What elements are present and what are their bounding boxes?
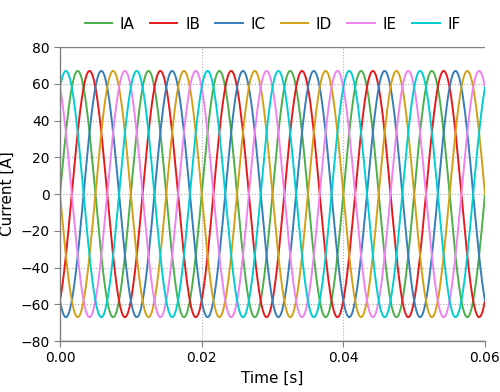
ID xyxy=(482,192,488,196)
IB xyxy=(57,298,63,303)
IB xyxy=(482,298,488,303)
IA xyxy=(374,176,380,180)
IE xyxy=(264,69,270,73)
IE xyxy=(374,306,380,310)
IE xyxy=(440,315,446,319)
Line: IA: IA xyxy=(60,71,485,317)
IC xyxy=(98,69,104,73)
IF xyxy=(406,118,412,123)
X-axis label: Time [s]: Time [s] xyxy=(242,371,304,386)
IE xyxy=(220,279,226,284)
Line: ID: ID xyxy=(60,71,485,317)
IE xyxy=(482,85,488,90)
IE xyxy=(406,69,412,74)
IA xyxy=(220,73,226,78)
IB xyxy=(334,314,340,319)
IC xyxy=(276,315,281,319)
IB xyxy=(440,69,446,73)
IF xyxy=(57,85,63,90)
IC xyxy=(134,315,140,319)
Line: IE: IE xyxy=(60,71,485,317)
ID xyxy=(57,192,63,196)
Legend: IA, IB, IC, ID, IE, IF: IA, IB, IC, ID, IE, IF xyxy=(78,11,466,38)
IA xyxy=(57,192,63,196)
ID xyxy=(220,310,226,315)
IA xyxy=(181,315,187,319)
Y-axis label: Current [A]: Current [A] xyxy=(0,152,15,236)
IF xyxy=(276,69,281,73)
IB xyxy=(374,78,380,82)
ID xyxy=(358,315,364,319)
IF xyxy=(98,315,104,319)
IF xyxy=(374,289,380,294)
ID xyxy=(334,122,340,126)
IA xyxy=(334,262,340,267)
ID xyxy=(374,208,380,212)
IC xyxy=(374,94,380,99)
IE xyxy=(57,85,63,90)
IE xyxy=(312,242,318,247)
ID xyxy=(406,143,412,148)
IF xyxy=(482,85,488,90)
ID xyxy=(312,120,318,124)
IA xyxy=(312,264,318,269)
IF xyxy=(134,69,140,73)
IF xyxy=(334,138,340,143)
IB xyxy=(406,314,412,319)
Line: IB: IB xyxy=(60,71,485,317)
IC xyxy=(220,222,226,227)
IB xyxy=(220,104,226,109)
IA xyxy=(358,69,364,73)
Line: IF: IF xyxy=(60,71,485,317)
IB xyxy=(312,141,318,146)
IA xyxy=(406,240,412,245)
IC xyxy=(57,298,63,303)
IC xyxy=(406,265,412,270)
IC xyxy=(312,69,318,74)
IA xyxy=(134,126,140,131)
IB xyxy=(134,249,140,254)
IE xyxy=(334,69,340,74)
Line: IC: IC xyxy=(60,71,485,317)
IC xyxy=(482,298,488,303)
IC xyxy=(334,245,340,250)
IF xyxy=(220,162,226,166)
ID xyxy=(181,69,187,73)
IF xyxy=(312,314,318,319)
IE xyxy=(134,134,140,139)
IA xyxy=(482,192,488,196)
ID xyxy=(134,258,140,262)
IB xyxy=(264,315,270,319)
